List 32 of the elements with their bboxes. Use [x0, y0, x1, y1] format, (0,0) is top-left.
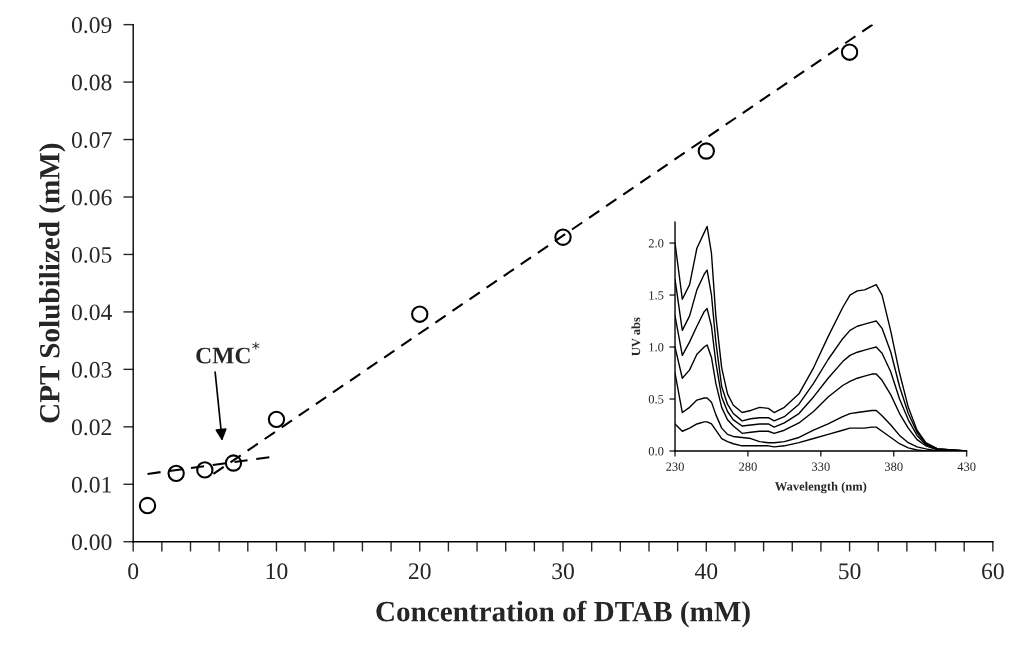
y-tick-label: 0.05	[71, 246, 112, 263]
x-tick-label: 430	[957, 462, 976, 471]
y-tick-label: 0.03	[71, 361, 112, 378]
x-tick-label: 10	[266, 563, 288, 580]
x-tick-label: 50	[839, 563, 861, 580]
x-tick-label: 60	[982, 563, 1004, 580]
annotation: CMC$^{*}$	[196, 341, 260, 364]
y-tick-label: 1.0	[649, 343, 664, 352]
y-tick-label: 0.01	[71, 476, 111, 493]
y-axis-title: UV abs	[631, 317, 641, 356]
y-tick-label: 0.02	[71, 419, 112, 436]
x-tick-label: 330	[812, 462, 830, 471]
y-tick-label: 0.09	[71, 17, 112, 34]
y-tick-label: 2.0	[648, 239, 664, 248]
x-tick-label: 20	[408, 563, 431, 580]
y-tick-label: 0.06	[71, 189, 112, 206]
y-axis-title: CPT Solubilized (mM)	[39, 143, 66, 423]
y-tick-label: 0.08	[71, 74, 112, 91]
x-tick-label: 280	[739, 462, 757, 471]
x-tick-label: 40	[694, 563, 718, 580]
y-tick-label: 1.5	[649, 291, 664, 300]
x-axis-title: Concentration of DTAB (mM)	[376, 600, 750, 628]
y-tick-label: 0.0	[648, 447, 664, 456]
y-tick-label: 0.07	[71, 132, 112, 149]
y-tick-label: 0.04	[71, 304, 112, 321]
y-tick-label: 0.00	[71, 534, 112, 551]
x-tick-label: 230	[666, 462, 684, 471]
x-tick-label: 30	[552, 563, 574, 580]
y-tick-label: 0.5	[648, 395, 664, 404]
x-tick-label: 380	[884, 462, 903, 471]
x-axis-title: Wavelength (nm)	[774, 481, 867, 494]
x-tick-label: 0	[128, 563, 139, 580]
